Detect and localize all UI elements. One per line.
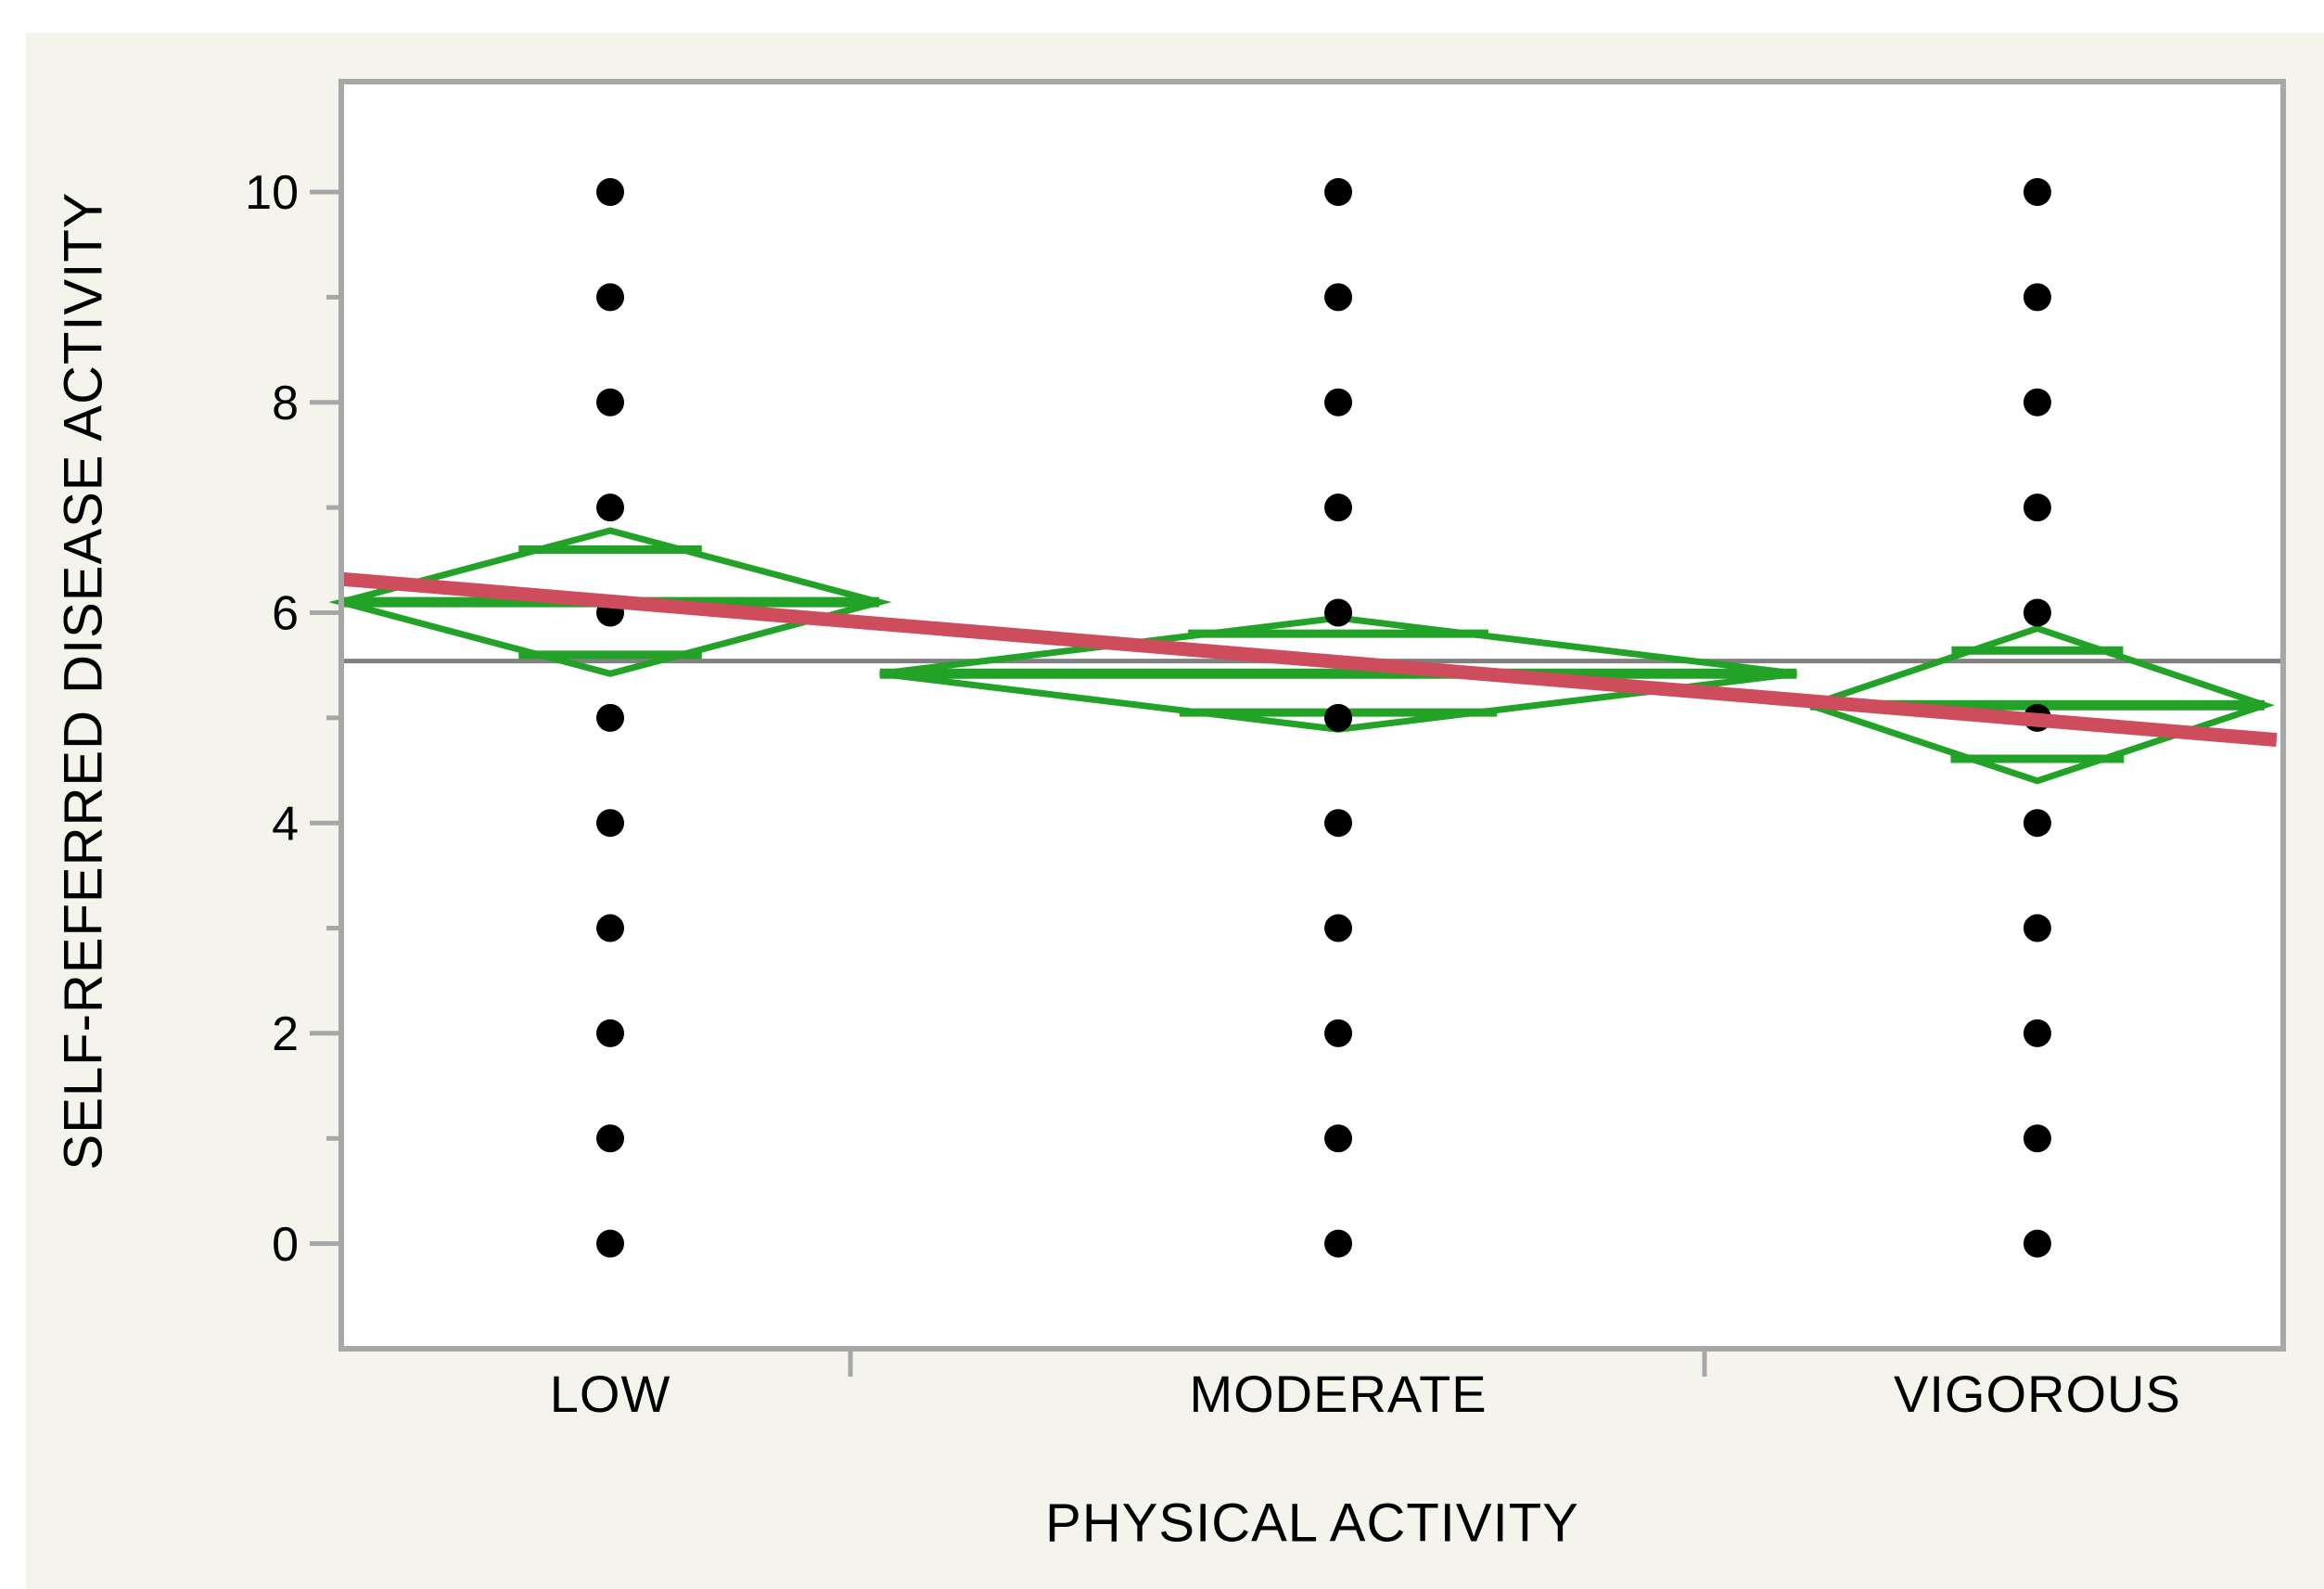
- data-point-vigorous-10: [2023, 178, 2051, 207]
- data-point-moderate-1: [1324, 1124, 1353, 1153]
- data-point-moderate-6: [1324, 598, 1353, 627]
- data-point-moderate-4: [1324, 809, 1353, 838]
- x-axis-title: PHYSICAL ACTIVITY: [1045, 1493, 1579, 1554]
- data-point-vigorous-9: [2023, 283, 2051, 312]
- y-axis-title: SELF-REFERRED DISEASE ACTIVITY: [53, 191, 114, 1171]
- y-tick-label-6: 6: [272, 587, 299, 641]
- y-tick-label-10: 10: [245, 166, 299, 220]
- y-tick-label-0: 0: [272, 1218, 299, 1272]
- data-point-vigorous-6: [2023, 598, 2051, 627]
- y-tick-label-2: 2: [272, 1007, 299, 1061]
- data-point-moderate-9: [1324, 283, 1353, 312]
- plot-frame: [338, 79, 2286, 1352]
- data-point-vigorous-2: [2023, 1019, 2051, 1047]
- data-point-moderate-2: [1324, 1019, 1353, 1047]
- data-point-low-8: [596, 388, 625, 416]
- data-point-vigorous-8: [2023, 388, 2051, 416]
- data-point-low-4: [596, 809, 625, 838]
- data-point-vigorous-0: [2023, 1229, 2051, 1258]
- data-point-moderate-10: [1324, 178, 1353, 207]
- data-point-vigorous-1: [2023, 1124, 2051, 1153]
- data-point-low-9: [596, 283, 625, 312]
- category-label-vigorous: VIGOROUS: [1894, 1365, 2181, 1423]
- data-point-low-3: [596, 914, 625, 942]
- data-point-low-5: [596, 703, 625, 732]
- data-point-moderate-0: [1324, 1229, 1353, 1258]
- category-label-moderate: MODERATE: [1189, 1365, 1487, 1423]
- data-point-vigorous-4: [2023, 809, 2051, 838]
- data-point-moderate-8: [1324, 388, 1353, 416]
- data-point-low-7: [596, 493, 625, 522]
- category-label-low: LOW: [550, 1365, 671, 1423]
- y-tick-label-8: 8: [272, 377, 299, 430]
- data-point-low-10: [596, 178, 625, 207]
- data-point-vigorous-3: [2023, 914, 2051, 942]
- data-point-moderate-5: [1324, 703, 1353, 732]
- data-point-vigorous-7: [2023, 493, 2051, 522]
- data-point-low-1: [596, 1124, 625, 1153]
- y-tick-label-4: 4: [272, 797, 299, 851]
- data-point-moderate-7: [1324, 493, 1353, 522]
- data-point-low-0: [596, 1229, 625, 1258]
- data-point-low-2: [596, 1019, 625, 1047]
- data-point-moderate-3: [1324, 914, 1353, 942]
- fit-line: [340, 571, 2278, 748]
